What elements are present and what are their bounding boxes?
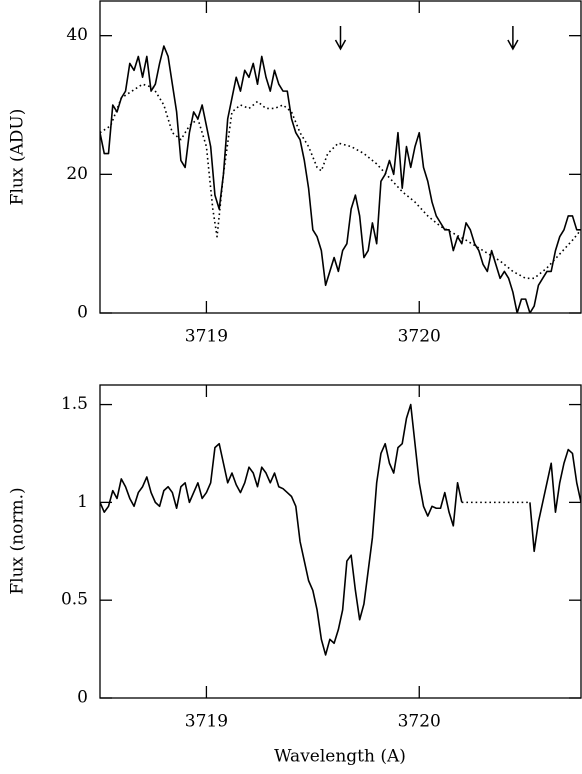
plot-frame <box>99 0 582 314</box>
y-tick-label: 1.5 <box>61 394 88 414</box>
y-tick-label: 0 <box>77 688 88 708</box>
y-tick-label: 0.5 <box>61 590 88 610</box>
y-axis-label: Flux (ADU) <box>8 109 28 206</box>
x-tick-label: 3720 <box>398 327 441 347</box>
x-tick-label: 3719 <box>185 712 228 732</box>
x-tick-label: 3719 <box>185 327 228 347</box>
arrow-annotation <box>507 26 519 51</box>
x-tick-label: 3720 <box>398 712 441 732</box>
y-tick-label: 20 <box>66 164 88 184</box>
x-axis-label: Wavelength (A) <box>274 747 406 767</box>
series-line <box>100 45 581 313</box>
y-tick-label: 0 <box>77 303 88 323</box>
plot-frame <box>99 384 582 699</box>
series-line <box>100 83 581 280</box>
arrow-annotation <box>334 26 347 51</box>
series-line <box>100 403 581 656</box>
y-axis-label: Flux (norm.) <box>8 487 28 594</box>
y-tick-label: 1 <box>77 492 88 512</box>
y-tick-label: 40 <box>66 25 88 45</box>
